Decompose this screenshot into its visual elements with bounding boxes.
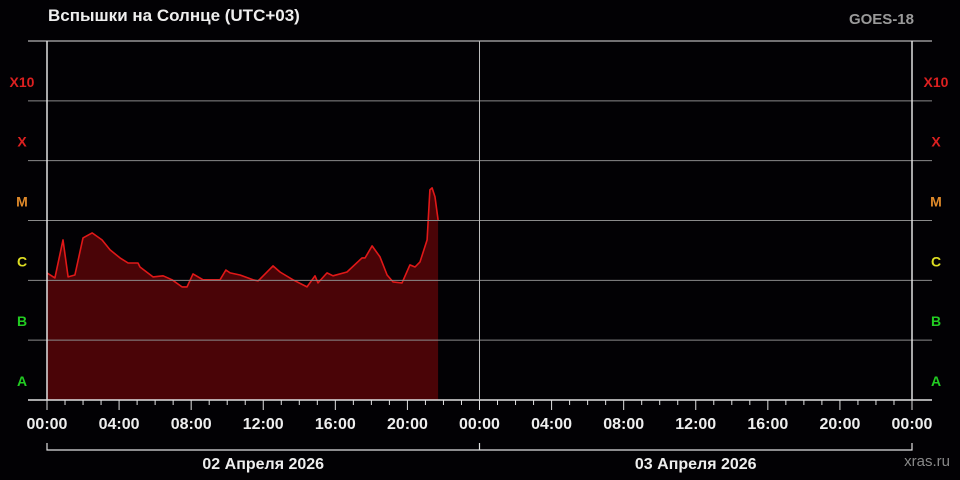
class-label-left-a: A (17, 373, 27, 389)
x-tick-label: 16:00 (747, 416, 788, 433)
class-label-left-x10: X10 (10, 74, 35, 90)
x-tick-label: 04:00 (99, 416, 140, 433)
x-tick-label: 20:00 (819, 416, 860, 433)
x-tick-label: 12:00 (675, 416, 716, 433)
x-tick-label: 00:00 (459, 416, 500, 433)
date-label: 02 Апреля 2026 (202, 456, 324, 473)
x-tick-label: 20:00 (387, 416, 428, 433)
watermark: xras.ru (904, 453, 950, 470)
satellite-source-label: GOES-18 (848, 11, 914, 28)
chart-title: Вспышки на Солнце (UTC+03) (48, 6, 300, 25)
class-label-right-x10: X10 (924, 74, 949, 90)
class-label-right-c: C (931, 253, 941, 269)
class-label-left-m: M (16, 194, 28, 210)
x-tick-label: 00:00 (27, 416, 68, 433)
x-tick-label: 08:00 (603, 416, 644, 433)
flux-line (46, 187, 439, 288)
date-label: 03 Апреля 2026 (635, 456, 757, 473)
class-label-right-a: A (931, 373, 941, 389)
class-label-right-m: M (930, 194, 942, 210)
class-label-right-x: X (931, 134, 941, 150)
class-label-left-c: C (17, 253, 27, 269)
x-tick-label: 12:00 (243, 416, 284, 433)
x-tick-label: 16:00 (315, 416, 356, 433)
x-tick-label: 04:00 (531, 416, 572, 433)
flux-area (47, 187, 439, 400)
class-label-left-x: X (17, 134, 27, 150)
x-tick-label: 00:00 (892, 416, 933, 433)
class-label-left-b: B (17, 313, 27, 329)
date-bracket (46, 443, 913, 451)
class-label-right-b: B (931, 313, 941, 329)
x-tick-label: 08:00 (171, 416, 212, 433)
